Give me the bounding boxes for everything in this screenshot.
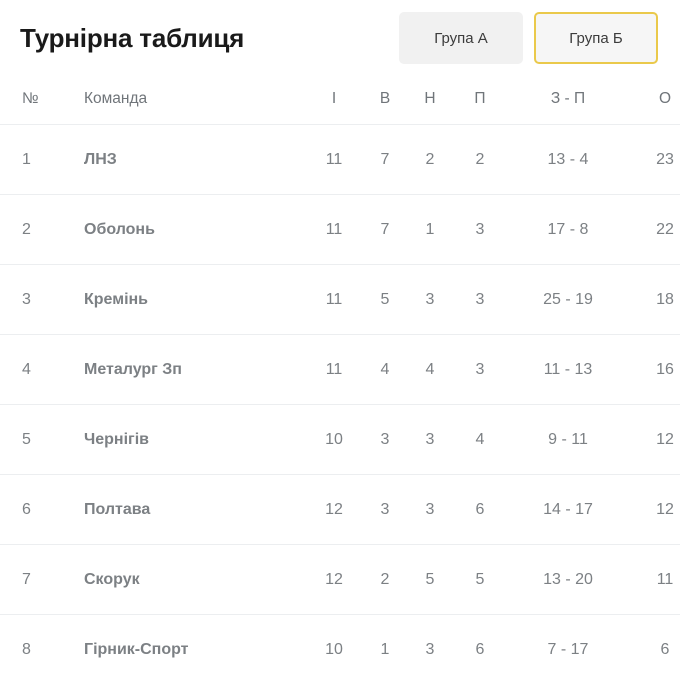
cell-points: 18 <box>628 265 680 335</box>
table-row[interactable]: 3 Кремінь 11 5 3 3 25 - 19 18 <box>0 265 680 335</box>
tab-group-b[interactable]: Група Б <box>534 12 658 64</box>
cell-rank: 3 <box>0 265 64 335</box>
table-header-row: № Команда І В Н П З - П О <box>0 76 680 125</box>
table-row[interactable]: 4 Металург Зп 11 4 4 3 11 - 13 16 <box>0 335 680 405</box>
cell-losses: 3 <box>452 335 508 405</box>
table-row[interactable]: 8 Гірник-Спорт 10 1 3 6 7 - 17 6 <box>0 615 680 684</box>
table-row[interactable]: 1 ЛНЗ 11 7 2 2 13 - 4 23 <box>0 125 680 195</box>
table-header: № Команда І В Н П З - П О <box>0 76 680 125</box>
cell-draws: 2 <box>408 125 452 195</box>
cell-goals: 14 - 17 <box>508 475 628 545</box>
cell-losses: 5 <box>452 545 508 615</box>
cell-team[interactable]: Чернігів <box>64 405 306 475</box>
cell-draws: 3 <box>408 475 452 545</box>
column-header-points: О <box>628 76 680 125</box>
cell-points: 6 <box>628 615 680 684</box>
cell-team[interactable]: Оболонь <box>64 195 306 265</box>
cell-played: 11 <box>306 125 362 195</box>
cell-goals: 7 - 17 <box>508 615 628 684</box>
cell-losses: 3 <box>452 195 508 265</box>
tab-group-a[interactable]: Група А <box>399 12 523 64</box>
cell-goals: 11 - 13 <box>508 335 628 405</box>
table-row[interactable]: 2 Оболонь 11 7 1 3 17 - 8 22 <box>0 195 680 265</box>
cell-team[interactable]: Гірник-Спорт <box>64 615 306 684</box>
cell-team[interactable]: Скорук <box>64 545 306 615</box>
cell-losses: 3 <box>452 265 508 335</box>
cell-rank: 7 <box>0 545 64 615</box>
cell-team[interactable]: ЛНЗ <box>64 125 306 195</box>
cell-played: 10 <box>306 615 362 684</box>
cell-wins: 7 <box>362 195 408 265</box>
cell-played: 11 <box>306 265 362 335</box>
cell-rank: 6 <box>0 475 64 545</box>
cell-points: 16 <box>628 335 680 405</box>
cell-points: 23 <box>628 125 680 195</box>
table-body: 1 ЛНЗ 11 7 2 2 13 - 4 23 2 Оболонь 11 7 … <box>0 125 680 684</box>
column-header-wins: В <box>362 76 408 125</box>
cell-wins: 3 <box>362 405 408 475</box>
cell-goals: 25 - 19 <box>508 265 628 335</box>
cell-points: 12 <box>628 475 680 545</box>
widget-header: Турнірна таблиця Група А Група Б <box>0 0 680 76</box>
column-header-played: І <box>306 76 362 125</box>
cell-goals: 9 - 11 <box>508 405 628 475</box>
column-header-draws: Н <box>408 76 452 125</box>
cell-wins: 1 <box>362 615 408 684</box>
cell-goals: 13 - 20 <box>508 545 628 615</box>
group-tabs: Група А Група Б <box>399 12 658 64</box>
cell-goals: 13 - 4 <box>508 125 628 195</box>
cell-played: 10 <box>306 405 362 475</box>
cell-played: 11 <box>306 195 362 265</box>
cell-wins: 3 <box>362 475 408 545</box>
cell-wins: 5 <box>362 265 408 335</box>
cell-rank: 2 <box>0 195 64 265</box>
cell-draws: 3 <box>408 265 452 335</box>
table-row[interactable]: 6 Полтава 12 3 3 6 14 - 17 12 <box>0 475 680 545</box>
cell-rank: 4 <box>0 335 64 405</box>
table-row[interactable]: 7 Скорук 12 2 5 5 13 - 20 11 <box>0 545 680 615</box>
page-title: Турнірна таблиця <box>20 25 244 51</box>
cell-played: 11 <box>306 335 362 405</box>
cell-team[interactable]: Кремінь <box>64 265 306 335</box>
cell-team[interactable]: Полтава <box>64 475 306 545</box>
column-header-losses: П <box>452 76 508 125</box>
cell-losses: 6 <box>452 475 508 545</box>
table-row[interactable]: 5 Чернігів 10 3 3 4 9 - 11 12 <box>0 405 680 475</box>
standings-table: № Команда І В Н П З - П О 1 ЛНЗ 11 7 2 2… <box>0 76 680 684</box>
cell-points: 11 <box>628 545 680 615</box>
column-header-team: Команда <box>64 76 306 125</box>
cell-wins: 2 <box>362 545 408 615</box>
cell-draws: 5 <box>408 545 452 615</box>
cell-rank: 5 <box>0 405 64 475</box>
cell-rank: 8 <box>0 615 64 684</box>
cell-points: 22 <box>628 195 680 265</box>
column-header-goals: З - П <box>508 76 628 125</box>
cell-points: 12 <box>628 405 680 475</box>
cell-losses: 6 <box>452 615 508 684</box>
column-header-rank: № <box>0 76 64 125</box>
cell-draws: 4 <box>408 335 452 405</box>
cell-draws: 3 <box>408 615 452 684</box>
cell-losses: 2 <box>452 125 508 195</box>
cell-played: 12 <box>306 475 362 545</box>
cell-played: 12 <box>306 545 362 615</box>
cell-wins: 4 <box>362 335 408 405</box>
cell-wins: 7 <box>362 125 408 195</box>
cell-goals: 17 - 8 <box>508 195 628 265</box>
cell-team[interactable]: Металург Зп <box>64 335 306 405</box>
cell-losses: 4 <box>452 405 508 475</box>
cell-rank: 1 <box>0 125 64 195</box>
standings-widget: Турнірна таблиця Група А Група Б № Коман… <box>0 0 680 665</box>
cell-draws: 1 <box>408 195 452 265</box>
cell-draws: 3 <box>408 405 452 475</box>
